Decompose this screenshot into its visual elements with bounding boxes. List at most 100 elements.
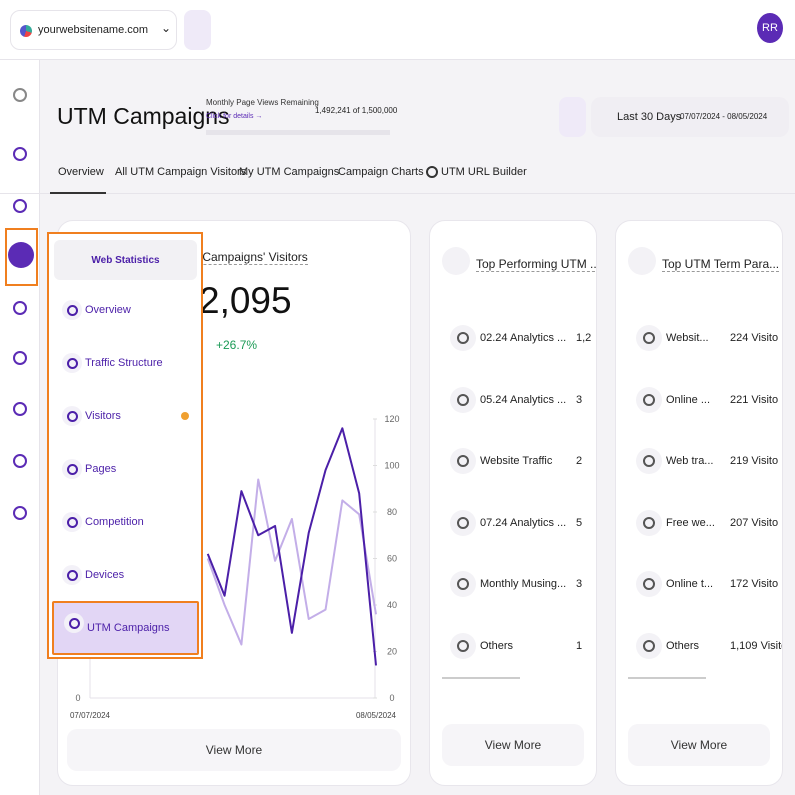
- row-value: 224 Visito: [730, 332, 779, 344]
- external-link[interactable]: [184, 10, 211, 50]
- row-label: 07.24 Analytics ...: [480, 516, 567, 529]
- quota-label: Monthly Page Views Remaining: [206, 98, 319, 107]
- row-value: 207 Visito: [730, 516, 779, 529]
- divider: [442, 677, 520, 679]
- menu-icon: [62, 353, 82, 373]
- view-more-button[interactable]: View More: [628, 724, 770, 766]
- row-icon: [450, 386, 476, 413]
- avatar[interactable]: RR: [757, 13, 783, 43]
- tab[interactable]: All UTM Campaign Visitors: [115, 166, 247, 178]
- row-value: 5: [576, 516, 583, 529]
- row-value: 3: [576, 578, 583, 590]
- menu-icon: [62, 565, 82, 585]
- date-picker[interactable]: Last 30 Days 07/07/2024 - 08/05/2024: [591, 97, 789, 137]
- page-title: UTM Campaigns: [57, 103, 230, 129]
- y-tick-label: 120: [384, 414, 399, 424]
- nav-icon[interactable]: [13, 147, 27, 161]
- row-value: 3: [576, 393, 583, 406]
- menu-icon: [62, 459, 82, 479]
- series-line: [206, 478, 377, 646]
- divider: [628, 677, 706, 679]
- row-label: Monthly Musing...: [480, 578, 567, 590]
- quota-value: 1,492,241 of 1,500,000: [315, 106, 398, 115]
- card-title: Top UTM Term Para...: [662, 257, 780, 272]
- row-icon: [636, 325, 662, 351]
- refresh-button[interactable]: [559, 97, 586, 137]
- notification-dot: [181, 412, 189, 420]
- row-label: Website Traffic: [480, 455, 553, 467]
- y-tick-label: 20: [387, 647, 397, 657]
- row-label: Free we...: [666, 516, 715, 529]
- nav-icon[interactable]: [13, 402, 27, 416]
- menu-item[interactable]: Devices: [52, 555, 199, 595]
- series-line: [206, 427, 377, 666]
- chart-title: UTM Campaigns' Visitors: [173, 250, 308, 265]
- x-tick-label: 07/07/2024: [70, 711, 111, 720]
- card-icon: [628, 247, 656, 275]
- row-label: 02.24 Analytics ...: [480, 332, 567, 344]
- menu-item[interactable]: Visitors: [52, 396, 199, 436]
- menu-icon: [62, 406, 82, 426]
- row-icon: [636, 571, 662, 597]
- menu-item[interactable]: Competition: [52, 502, 199, 542]
- row-label: Web tra...: [666, 455, 714, 467]
- card-icon: [442, 247, 470, 275]
- row-value: 1: [576, 639, 583, 652]
- tab[interactable]: My UTM Campaigns: [239, 166, 340, 178]
- y-tick-label: 80: [387, 507, 397, 517]
- nav-icon[interactable]: [13, 199, 27, 213]
- top-bar: yourwebsitename.com ⌄ RR: [0, 0, 795, 60]
- row-icon: [636, 509, 662, 536]
- change: +26.7%: [216, 338, 258, 352]
- quota-bar: [206, 130, 390, 135]
- nav-icon[interactable]: [13, 88, 27, 102]
- menu-item[interactable]: Pages: [52, 449, 199, 489]
- row-value: 1,109 Visito: [730, 639, 783, 652]
- nav-active[interactable]: [8, 242, 34, 268]
- menu-item[interactable]: Overview: [52, 290, 199, 330]
- row-label: Online t...: [666, 578, 714, 590]
- row-value: 1,2: [576, 332, 592, 344]
- row-value: 172 Visito: [730, 578, 779, 590]
- nav-icon[interactable]: [13, 506, 27, 520]
- list-card: Top Performing UTM ... 02.24 Analytics ..…: [429, 220, 597, 786]
- tab[interactable]: Campaign Charts: [338, 166, 424, 178]
- nav-icon[interactable]: [13, 301, 27, 315]
- caret: ⌄: [161, 21, 172, 35]
- y-tick-label: 100: [384, 461, 399, 471]
- site-name: yourwebsitename.com: [38, 24, 149, 36]
- x-tick-label: 08/05/2024: [356, 711, 397, 720]
- menu-icon: [64, 613, 84, 633]
- nav-icon[interactable]: [13, 454, 27, 468]
- menu-icon: [62, 512, 82, 532]
- view-more-button[interactable]: View More: [67, 729, 401, 771]
- row-value: 2: [576, 455, 583, 467]
- date-range-label: Last 30 Days: [617, 111, 682, 123]
- row-icon: [450, 448, 476, 474]
- nav-icon[interactable]: [13, 351, 27, 365]
- view-more-button[interactable]: View More: [442, 724, 584, 766]
- menu-item[interactable]: Traffic Structure: [52, 343, 199, 383]
- y-tick-label: 40: [387, 600, 397, 610]
- y-tick-label: 0: [75, 693, 80, 703]
- tab-underline: [50, 192, 106, 194]
- menu-item[interactable]: UTM Campaigns: [52, 601, 199, 655]
- row-label: Others: [480, 639, 514, 652]
- row-icon: [450, 325, 476, 351]
- quota-link[interactable]: Click for details →: [206, 113, 263, 120]
- tab[interactable]: Overview: [58, 166, 104, 178]
- tabs: Overview All UTM Campaign Visitors My UTM …: [0, 160, 795, 194]
- card-title: Top Performing UTM ...: [476, 257, 596, 272]
- site-selector[interactable]: yourwebsitename.com ⌄: [10, 10, 177, 50]
- row-icon: [450, 509, 476, 536]
- row-icon: [450, 571, 476, 597]
- menu-title: Web Statistics: [54, 240, 197, 280]
- row-value: 219 Visito: [730, 455, 779, 467]
- tab[interactable]: UTM URL Builder: [441, 166, 527, 178]
- row-icon: [636, 448, 662, 474]
- row-label: Others: [666, 639, 700, 652]
- site-icon: [20, 25, 32, 37]
- tab-icon: [426, 166, 438, 178]
- row-value: 221 Visito: [730, 393, 779, 406]
